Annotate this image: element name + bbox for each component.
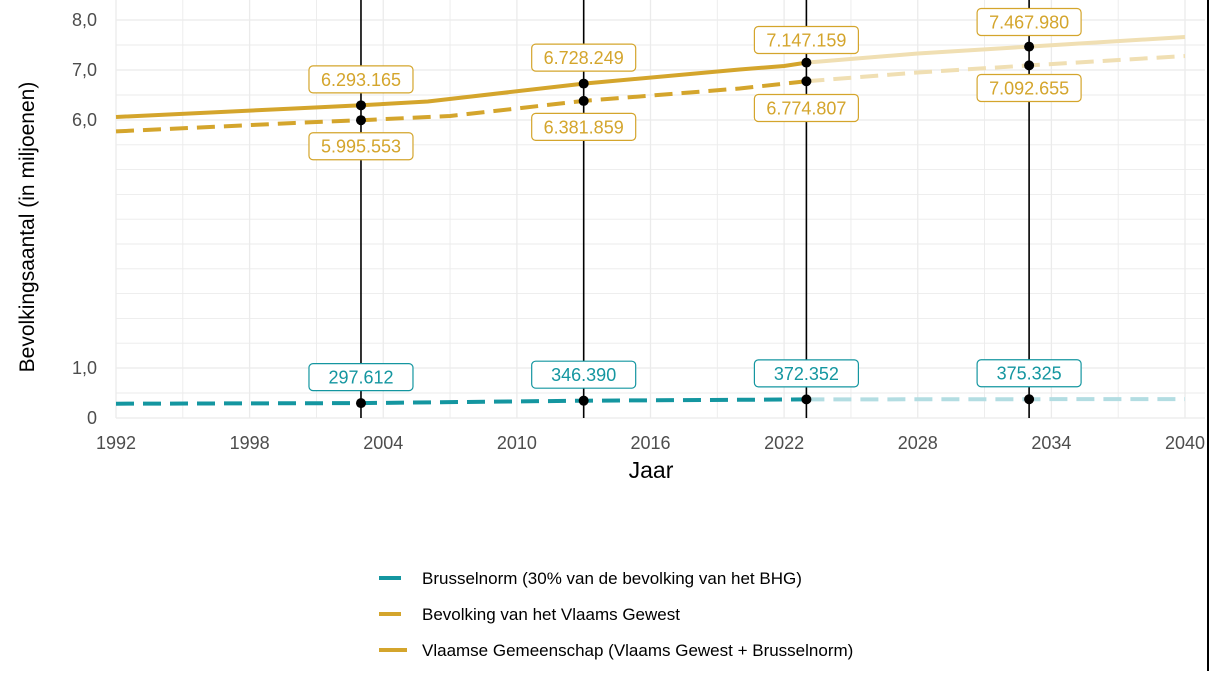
data-label-text: 375.325 [997, 364, 1062, 384]
data-label-text: 297.612 [328, 368, 393, 388]
legend-label: Bevolking van het Vlaams Gewest [422, 605, 680, 624]
data-label-layer: 6.293.165 5.995.553 6.728.249 6.381.859 7.14… [309, 9, 1081, 391]
series-line-2 [116, 63, 806, 117]
x-tick-label: 2004 [363, 433, 403, 453]
y-tick-label: 6,0 [72, 110, 97, 130]
legend-label: Vlaamse Gemeenschap (Vlaams Gewest + Bru… [422, 641, 853, 660]
data-label: 346.390 [532, 361, 636, 388]
x-axis-title: Jaar [629, 457, 674, 483]
data-point [579, 396, 589, 406]
data-label-text: 5.995.553 [321, 137, 401, 157]
data-point [579, 79, 589, 89]
data-label: 375.325 [977, 360, 1081, 387]
x-tick-label: 2034 [1031, 433, 1071, 453]
x-tick-label: 2028 [898, 433, 938, 453]
data-label: 7.147.159 [754, 27, 858, 54]
data-point [356, 115, 366, 125]
y-tick-label: 7,0 [72, 60, 97, 80]
data-point [1024, 60, 1034, 70]
data-label-text: 7.467.980 [989, 13, 1069, 33]
x-tick-label: 1992 [96, 433, 136, 453]
data-point [801, 76, 811, 86]
right-frame-border [1207, 0, 1209, 671]
series-line-0 [116, 399, 806, 403]
data-label-text: 372.352 [774, 364, 839, 384]
data-label: 6.293.165 [309, 66, 413, 93]
data-point [801, 58, 811, 68]
data-label: 6.381.859 [532, 113, 636, 140]
data-label-text: 6.728.249 [544, 48, 624, 68]
data-point [1024, 42, 1034, 52]
legend: Brusselnorm (30% van de bevolking van he… [379, 569, 853, 660]
data-point [801, 394, 811, 404]
data-label-text: 7.147.159 [766, 31, 846, 51]
data-point [579, 96, 589, 106]
x-tick-label: 2040 [1165, 433, 1205, 453]
grid-layer [116, 0, 1205, 418]
y-axis-title: Bevolkingsaantal (in miljoenen) [16, 82, 39, 373]
data-point [356, 100, 366, 110]
data-point [356, 398, 366, 408]
y-tick-label: 0 [87, 408, 97, 428]
data-label-text: 346.390 [551, 365, 616, 385]
data-label: 297.612 [309, 364, 413, 391]
data-point [1024, 394, 1034, 404]
x-tick-label: 2022 [764, 433, 804, 453]
data-label-text: 6.381.859 [544, 117, 624, 137]
data-label-text: 6.293.165 [321, 70, 401, 90]
series-line-projection-2 [806, 37, 1185, 63]
x-tick-label: 2016 [630, 433, 670, 453]
legend-label: Brusselnorm (30% van de bevolking van he… [422, 569, 802, 588]
data-label: 6.728.249 [532, 44, 636, 71]
y-tick-label: 8,0 [72, 10, 97, 30]
data-label-text: 7.092.655 [989, 79, 1069, 99]
series-line-1 [116, 81, 806, 131]
data-label: 7.092.655 [977, 75, 1081, 102]
y-tick-label: 1,0 [72, 358, 97, 378]
data-label-text: 6.774.807 [766, 99, 846, 119]
x-tick-label: 1998 [230, 433, 270, 453]
data-label: 6.774.807 [754, 95, 858, 122]
data-label: 7.467.980 [977, 9, 1081, 36]
x-tick-label: 2010 [497, 433, 537, 453]
data-label: 5.995.553 [309, 133, 413, 160]
vertical-marker-lines [361, 0, 1029, 418]
data-label: 372.352 [754, 360, 858, 387]
